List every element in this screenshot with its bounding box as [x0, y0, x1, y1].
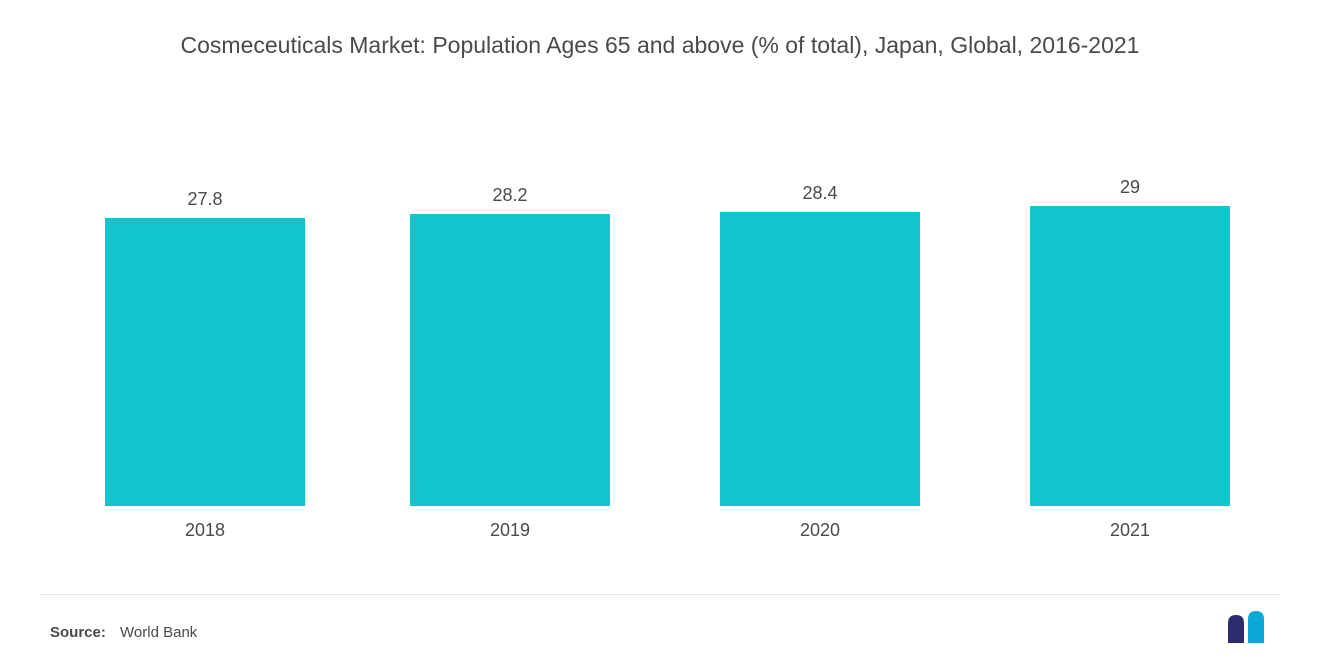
chart-title: Cosmeceuticals Market: Population Ages 6…: [160, 20, 1160, 61]
bar: [1030, 206, 1230, 506]
bar-group-3: 29 2021: [1030, 177, 1230, 541]
bar-group-0: 27.8 2018: [105, 189, 305, 541]
value-label: 28.4: [720, 183, 920, 204]
x-axis-label: 2019: [410, 520, 610, 541]
x-axis-label: 2018: [105, 520, 305, 541]
value-label: 28.2: [410, 185, 610, 206]
x-axis-label: 2020: [720, 520, 920, 541]
source-label: Source:: [50, 624, 106, 641]
value-label: 29: [1030, 177, 1230, 198]
source-value: World Bank: [120, 624, 197, 641]
bar: [720, 212, 920, 506]
brand-logo-icon: [1224, 609, 1280, 643]
bar: [105, 218, 305, 506]
footer-divider: [40, 594, 1280, 595]
value-label: 27.8: [105, 189, 305, 210]
bar: [410, 214, 610, 506]
source-footer: Source: World Bank: [50, 624, 197, 641]
chart-container: Cosmeceuticals Market: Population Ages 6…: [0, 0, 1320, 665]
plot-area: 27.8 2018 28.2 2019 28.4 2020 29 2021: [40, 111, 1280, 541]
bar-group-1: 28.2 2019: [410, 185, 610, 541]
x-axis-label: 2021: [1030, 520, 1230, 541]
bar-group-2: 28.4 2020: [720, 183, 920, 541]
